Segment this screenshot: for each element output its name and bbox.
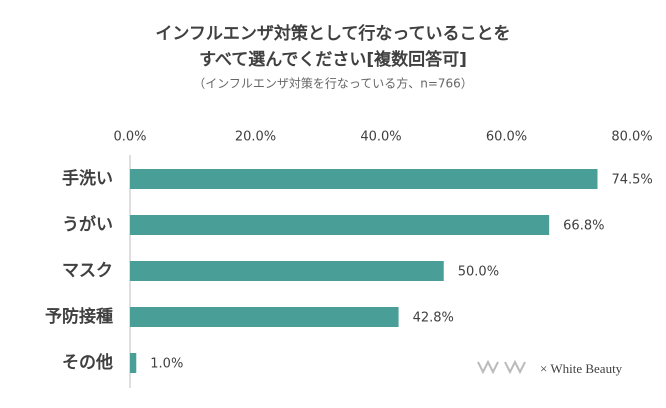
bar [130,353,137,373]
chart-title: すべて選んでください[複数回答可] [199,49,467,70]
bar [130,307,399,327]
y-tick-label: 予防接種 [45,306,113,327]
bar [130,169,598,189]
x-tick-label: 80.0% [611,130,652,145]
watermark-text: × White Beauty [540,361,623,376]
value-label: 50.0% [458,265,499,280]
x-tick-label: 20.0% [235,130,276,145]
value-label: 1.0% [150,357,183,372]
watermark-logo [477,359,526,375]
y-tick-label: うがい [62,214,113,235]
bar [130,215,550,235]
x-tick-label: 40.0% [360,130,401,145]
x-tick-label: 0.0% [113,130,146,145]
value-label: 66.8% [563,219,604,234]
chart-title: インフルエンザ対策として行なっていることを [155,23,510,44]
value-label: 74.5% [611,173,652,188]
x-tick-label: 60.0% [486,130,527,145]
bar [130,261,444,281]
value-label: 42.8% [413,311,454,326]
y-tick-label: その他 [62,352,113,373]
y-tick-label: 手洗い [62,168,113,189]
chart-subtitle: （インフルエンザ対策を行なっている方、n=766） [193,76,473,91]
y-tick-label: マスク [62,261,113,281]
